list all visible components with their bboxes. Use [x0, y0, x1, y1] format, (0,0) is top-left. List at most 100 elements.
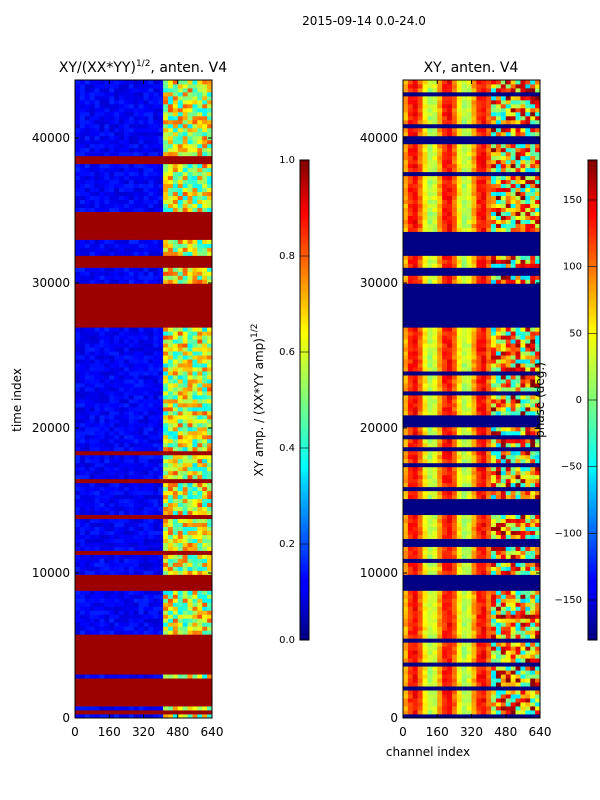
amplitude-cell — [138, 219, 144, 224]
amplitude-cell — [202, 279, 208, 284]
amplitude-cell — [153, 371, 159, 376]
amplitude-cell — [128, 698, 135, 703]
amplitude-cell — [207, 87, 213, 93]
amplitude-cell — [167, 698, 174, 703]
amplitude-cell — [177, 379, 184, 384]
amplitude-cell — [138, 622, 144, 627]
phase-cell — [491, 678, 497, 683]
amplitude-cell — [192, 263, 198, 268]
amplitude-cell — [207, 83, 213, 89]
phase-cell — [495, 686, 502, 691]
amplitude-cell — [158, 594, 164, 599]
amplitude-cell — [143, 135, 149, 141]
amplitude-cell — [94, 414, 100, 420]
amplitude-cell — [197, 367, 203, 372]
amplitude-cell — [207, 426, 213, 432]
amplitude-cell — [143, 446, 149, 452]
amplitude-cell — [197, 339, 203, 344]
amplitude-cell — [84, 614, 91, 619]
amplitude-cell — [153, 171, 159, 177]
amplitude-cell — [109, 179, 115, 185]
amplitude-cell — [192, 399, 198, 404]
amplitude-cell — [143, 263, 149, 268]
amplitude-cell — [75, 143, 81, 149]
amplitude-cell — [114, 287, 120, 292]
amplitude-cell — [123, 474, 130, 480]
amplitude-cell — [84, 223, 91, 228]
amplitude-cell — [123, 131, 130, 137]
amplitude-cell — [167, 526, 174, 531]
amplitude-cell — [163, 327, 169, 332]
amplitude-cell — [84, 295, 91, 300]
phase-cell — [500, 654, 507, 659]
amplitude-cell — [163, 219, 169, 224]
amplitude-cell — [202, 474, 208, 480]
amplitude-cell — [119, 610, 125, 615]
amplitude-cell — [163, 454, 169, 460]
amplitude-cell — [177, 319, 184, 324]
amplitude-cell — [148, 139, 154, 145]
amplitude-cell — [207, 315, 213, 320]
amplitude-cell — [104, 478, 110, 484]
amplitude-cell — [104, 211, 110, 216]
amplitude-cell — [153, 582, 159, 587]
amplitude-cell — [123, 610, 130, 615]
amplitude-cell — [207, 630, 213, 635]
amplitude-cell — [89, 590, 95, 595]
amplitude-cell — [167, 510, 174, 516]
amplitude-cell — [167, 654, 174, 659]
amplitude-cell — [207, 486, 213, 492]
amplitude-cell — [167, 343, 174, 348]
amplitude-cell — [197, 391, 203, 396]
amplitude-cell — [99, 363, 105, 368]
amplitude-cell — [104, 307, 110, 312]
amplitude-cell — [119, 303, 125, 308]
amplitude-cell — [148, 311, 154, 316]
amplitude-cell — [75, 123, 81, 129]
amplitude-cell — [172, 690, 179, 695]
amplitude-cell — [128, 91, 135, 97]
amplitude-cell — [177, 339, 184, 344]
amplitude-cell — [143, 582, 149, 587]
amplitude-cell — [202, 690, 208, 695]
amplitude-cell — [172, 658, 179, 663]
amplitude-cell — [79, 470, 86, 476]
amplitude-cell — [123, 526, 130, 531]
phase-cell — [456, 706, 463, 711]
amplitude-cell — [172, 131, 179, 137]
amplitude-cell — [172, 406, 179, 412]
amplitude-cell — [99, 426, 105, 432]
amplitude-cell — [187, 323, 193, 328]
amplitude-cell — [187, 303, 193, 308]
amplitude-cell — [84, 410, 91, 416]
amplitude-cell — [94, 550, 100, 555]
amplitude-cell — [172, 642, 179, 647]
amplitude-cell — [114, 371, 120, 376]
amplitude-cell — [167, 562, 174, 567]
amplitude-cell — [138, 223, 144, 228]
amplitude-cell — [182, 275, 188, 280]
amplitude-cell — [94, 367, 100, 372]
amplitude-cell — [207, 710, 213, 715]
amplitude-cell — [114, 434, 120, 440]
amplitude-cell — [128, 666, 135, 671]
amplitude-cell — [75, 582, 81, 587]
amplitude-cell — [207, 510, 213, 516]
phase-cell — [505, 698, 512, 703]
amplitude-cell — [133, 618, 140, 623]
amplitude-cell — [123, 87, 130, 93]
amplitude-cell — [89, 462, 95, 468]
amplitude-cell — [192, 586, 198, 591]
phase-cell — [447, 694, 453, 699]
phase-cell — [520, 710, 526, 715]
amplitude-cell — [75, 195, 81, 201]
amplitude-cell — [138, 83, 144, 89]
amplitude-cell — [192, 255, 198, 260]
amplitude-cell — [158, 434, 164, 440]
amplitude-cell — [148, 183, 154, 189]
amplitude-cell — [202, 87, 208, 93]
amplitude-cell — [128, 654, 135, 659]
amplitude-cell — [123, 207, 130, 212]
amplitude-cell — [75, 666, 81, 671]
amplitude-cell — [94, 251, 100, 256]
